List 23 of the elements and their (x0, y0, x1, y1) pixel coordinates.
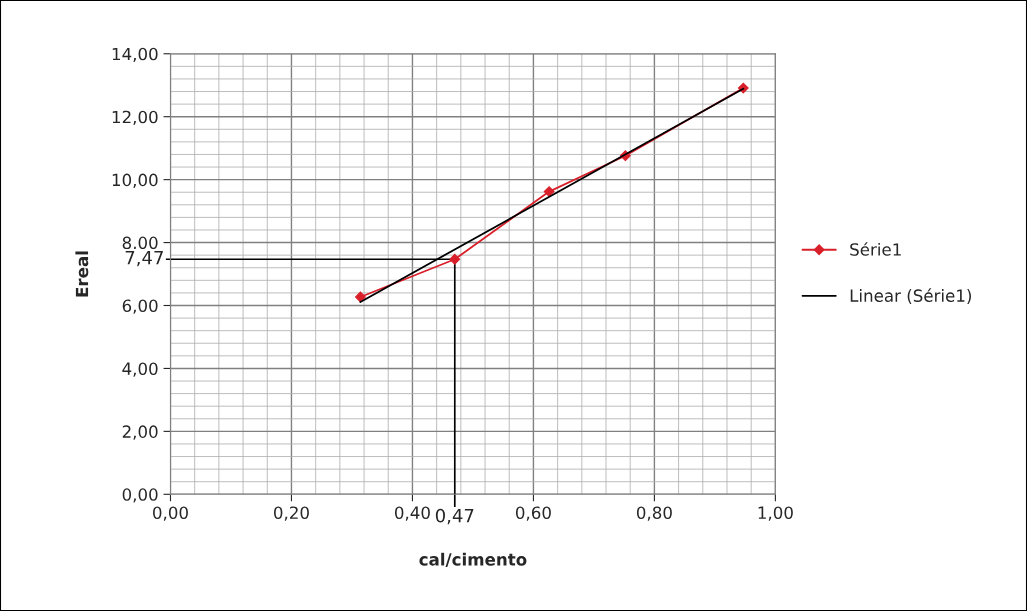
y-axis-title: Ereal (75, 251, 89, 297)
y-tick-label: 6,00 (122, 299, 158, 314)
y-tick-label: 10,00 (112, 173, 158, 188)
y-tick-label: 4,00 (122, 362, 158, 377)
y-tick-label: 14,00 (112, 47, 158, 63)
x-tick-label: 1,00 (758, 506, 793, 521)
x-axis-title: cal/cimento (419, 552, 527, 567)
y-tick-label: 2,00 (122, 425, 158, 440)
point (354, 291, 366, 303)
y-tick-label: 8,00 (122, 236, 158, 251)
y-tick-label: 12,00 (112, 110, 158, 125)
point (543, 186, 555, 198)
legend-label: Série1 (850, 242, 901, 256)
point (449, 253, 461, 265)
y-tick-label: 0,00 (122, 488, 158, 503)
legend-label: Linear (Série1) (850, 288, 971, 304)
ref-line-label: 7,47 (125, 251, 163, 267)
x-tick-label: 0,80 (636, 506, 672, 521)
x-tick-label: 0,40 (394, 506, 430, 521)
ref-line-label: 0,47 (435, 508, 474, 525)
x-tick-label: 0,00 (153, 506, 188, 521)
x-tick-label: 0,20 (274, 506, 309, 521)
x-tick-label: 0,60 (515, 506, 551, 521)
